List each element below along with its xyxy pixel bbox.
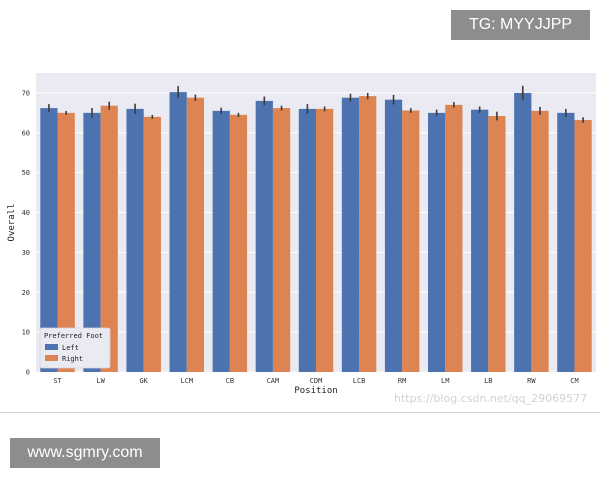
legend-entry-right: Right (62, 355, 83, 363)
x-tick-label: LCM (180, 377, 193, 385)
site-banner: www.sgmry.com (10, 438, 160, 468)
watermark-text: https://blog.csdn.net/qq_29069577 (394, 392, 588, 405)
bar-right (186, 97, 204, 372)
x-tick-label: CDM (310, 377, 323, 385)
x-axis-label: Position (294, 386, 337, 396)
bar-left (341, 97, 360, 372)
y-tick-label: 60 (22, 129, 30, 137)
x-tick-label: ST (53, 377, 62, 385)
bar-left (255, 100, 273, 372)
x-tick-label: CB (226, 377, 234, 385)
x-tick-label: LB (484, 377, 492, 385)
x-tick-label: CAM (267, 377, 280, 385)
bar-left (298, 108, 316, 372)
bar-left (126, 108, 144, 372)
legend-title: Preferred Foot (44, 332, 103, 340)
x-tick-label: LW (96, 377, 105, 385)
y-tick-label: 10 (22, 329, 30, 337)
bar-left (169, 92, 187, 373)
legend-swatch-right (45, 355, 58, 361)
bar-left (384, 99, 403, 372)
x-tick-label: RM (398, 377, 406, 385)
bar-left (212, 110, 230, 372)
bar-right (445, 104, 463, 372)
bar-right (57, 112, 75, 372)
tg-banner: TG: MYYJJPP (451, 10, 590, 40)
y-tick-label: 40 (22, 209, 30, 217)
y-tick-label: 70 (22, 89, 30, 97)
legend-entry-left: Left (62, 344, 79, 352)
y-tick-label: 20 (22, 289, 30, 297)
x-tick-label: LCB (353, 377, 366, 385)
bar-left (428, 112, 446, 372)
legend-swatch-left (45, 344, 58, 350)
bar-left (40, 108, 58, 372)
y-tick-label: 30 (22, 249, 30, 257)
y-tick-label: 50 (22, 169, 30, 177)
x-tick-label: CM (570, 377, 578, 385)
bar-left (557, 112, 575, 372)
bar-right (531, 110, 549, 372)
bar-left (83, 112, 101, 372)
bar-right (100, 105, 118, 372)
grouped-bar-chart: 0 10 20 30 40 50 60 70 ST LW GK LCM CB CAM CDM LCB RM LM L… (7, 73, 596, 396)
x-tick-label: GK (139, 377, 148, 385)
divider-line (0, 412, 600, 413)
bar-right (272, 108, 291, 372)
y-axis-label: Overall (7, 204, 17, 242)
bar-right (402, 110, 420, 372)
bar-right (229, 114, 248, 373)
bar-right (143, 116, 161, 372)
x-tick-label: RW (527, 377, 536, 385)
y-tick-label: 0 (26, 369, 30, 377)
bar-left (471, 109, 489, 372)
bar-right (574, 120, 592, 372)
bar-left (514, 92, 532, 372)
bar-right (316, 108, 334, 372)
bar-right (359, 96, 377, 372)
bar-right (488, 116, 506, 372)
x-tick-label: LM (441, 377, 449, 385)
